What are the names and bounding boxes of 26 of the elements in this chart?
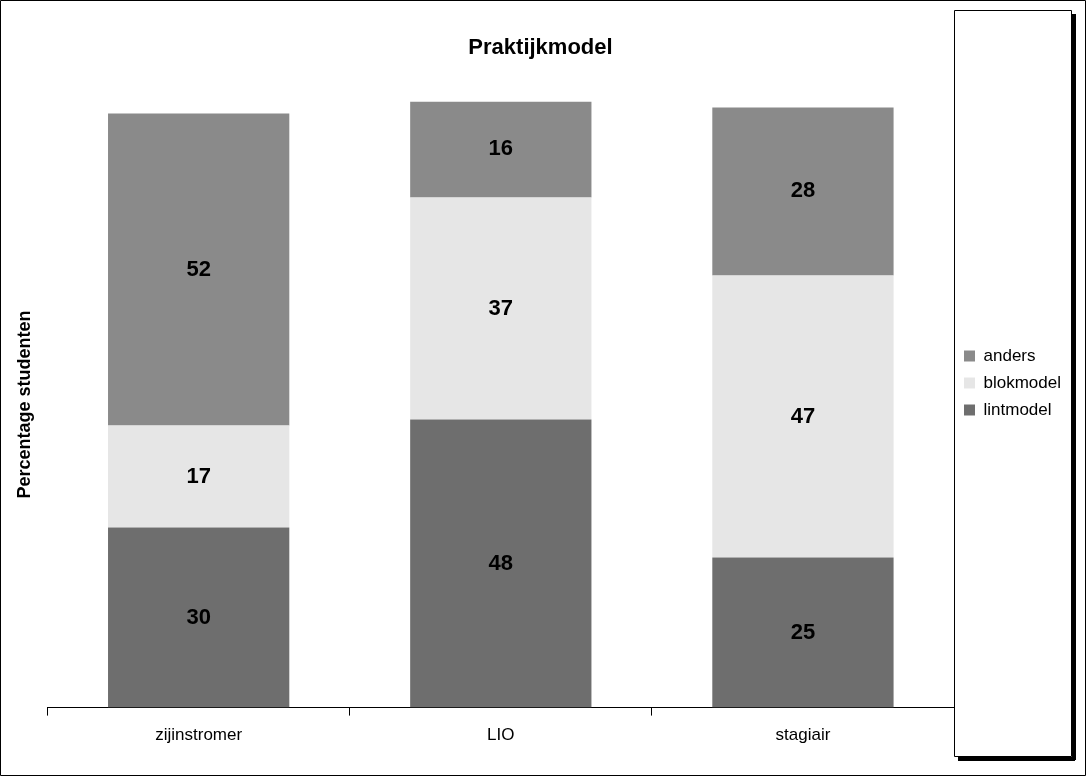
bar [108,425,290,528]
data-label: 52 [186,255,211,281]
data-label: 48 [488,549,514,575]
x-tick-label: stagiair [775,725,831,745]
y-axis-title: Percentage studenten [13,310,34,499]
bar [108,527,290,708]
bar [712,107,894,276]
bar [712,275,894,558]
legend-label: blokmodel [983,372,1062,392]
legend-label: anders [983,345,1036,365]
bar [410,101,592,198]
bar [410,197,592,420]
data-label: 37 [488,294,514,320]
legend-label: lintmodel [983,399,1052,419]
data-label: 47 [790,402,816,428]
bar [410,419,592,708]
bar [712,557,894,708]
data-label: 17 [186,462,211,488]
x-tick-label: LIO [487,725,515,745]
chart-title: Praktijkmodel [468,34,613,60]
data-label: 30 [186,603,211,629]
bar [108,113,290,426]
x-tick-label: zijinstromer [155,725,243,745]
data-label: 28 [790,177,816,203]
data-label: 25 [790,618,816,644]
data-label: 16 [488,135,514,161]
